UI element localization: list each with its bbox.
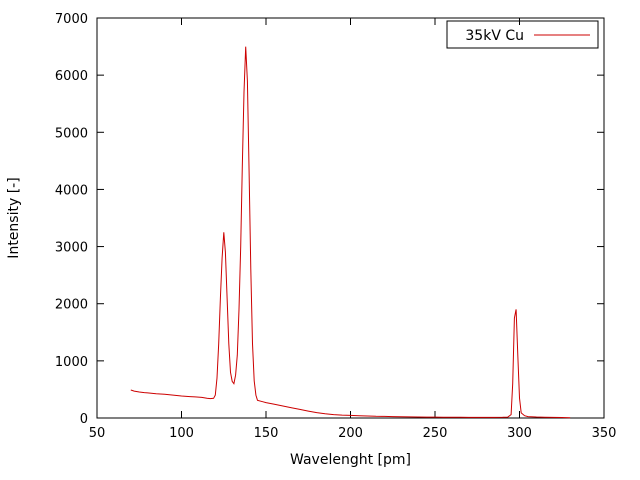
series-line [130,46,571,419]
y-tick-label: 6000 [55,69,88,84]
y-tick-label: 1000 [55,355,88,370]
y-tick-label: 4000 [55,183,88,198]
plot-border [96,17,605,419]
x-tick-label: 350 [592,426,617,441]
y-tick-label: 2000 [55,298,88,313]
x-tick-label: 50 [89,426,106,441]
legend-box [446,20,599,49]
x-axis-label: Wavelenght [pm] [290,452,411,468]
x-tick-label: 200 [338,426,363,441]
x-tick-label: 250 [423,426,448,441]
y-tick-label: 0 [80,412,88,427]
x-tick-label: 150 [254,426,279,441]
y-tick-label: 3000 [55,241,88,256]
y-tick-label: 5000 [55,126,88,141]
y-axis-label: Intensity [-] [6,177,22,258]
x-tick-label: 100 [169,426,194,441]
x-tick-label: 300 [507,426,532,441]
y-tick-label: 7000 [55,12,88,27]
legend-label: 35kV Cu [465,28,524,44]
